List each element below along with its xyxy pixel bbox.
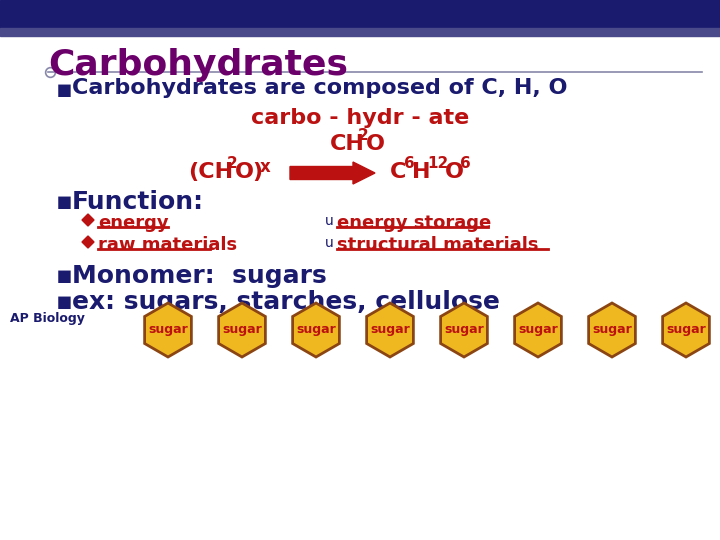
- Text: x: x: [260, 158, 271, 176]
- Text: u: u: [325, 236, 334, 250]
- FancyArrow shape: [290, 162, 375, 184]
- Polygon shape: [82, 236, 94, 248]
- Text: CH: CH: [330, 134, 365, 154]
- Text: 2: 2: [358, 128, 369, 143]
- Bar: [0, 0, 720, 30]
- Text: ex: sugars, starches, cellulose: ex: sugars, starches, cellulose: [72, 290, 500, 314]
- Text: 6: 6: [460, 156, 471, 171]
- Text: Carbohydrates: Carbohydrates: [48, 48, 348, 82]
- Polygon shape: [441, 303, 487, 357]
- Text: sugar: sugar: [148, 323, 188, 336]
- Text: ▪: ▪: [56, 264, 73, 288]
- Text: sugar: sugar: [444, 323, 484, 336]
- Text: Monomer:  sugars: Monomer: sugars: [72, 264, 327, 288]
- Text: sugar: sugar: [222, 323, 262, 336]
- Text: Function:: Function:: [72, 190, 204, 214]
- Text: 2: 2: [227, 156, 238, 171]
- Text: 6: 6: [404, 156, 415, 171]
- Text: energy storage: energy storage: [337, 214, 491, 232]
- Text: carbo - hydr - ate: carbo - hydr - ate: [251, 108, 469, 128]
- Text: ▪: ▪: [56, 290, 73, 314]
- Text: Carbohydrates are composed of C, H, O: Carbohydrates are composed of C, H, O: [72, 78, 567, 98]
- Text: sugar: sugar: [518, 323, 558, 336]
- Text: structural materials: structural materials: [337, 236, 539, 254]
- Text: C: C: [390, 162, 406, 182]
- Text: AP Biology: AP Biology: [10, 312, 85, 325]
- Text: u: u: [325, 214, 334, 228]
- Text: sugar: sugar: [370, 323, 410, 336]
- Bar: [0, 28, 720, 36]
- Text: (CH: (CH: [188, 162, 233, 182]
- Polygon shape: [515, 303, 562, 357]
- Text: sugar: sugar: [296, 323, 336, 336]
- Polygon shape: [589, 303, 635, 357]
- Text: H: H: [412, 162, 431, 182]
- Text: O: O: [445, 162, 464, 182]
- Text: ▪: ▪: [56, 78, 73, 102]
- Polygon shape: [292, 303, 339, 357]
- Text: O: O: [366, 134, 385, 154]
- Text: sugar: sugar: [666, 323, 706, 336]
- Text: ▪: ▪: [56, 190, 73, 214]
- Text: 12: 12: [427, 156, 449, 171]
- Text: O): O): [235, 162, 264, 182]
- Polygon shape: [366, 303, 413, 357]
- Polygon shape: [219, 303, 266, 357]
- Text: raw materials: raw materials: [98, 236, 237, 254]
- Polygon shape: [145, 303, 192, 357]
- Polygon shape: [82, 214, 94, 226]
- Text: energy: energy: [98, 214, 168, 232]
- Text: sugar: sugar: [592, 323, 632, 336]
- Polygon shape: [662, 303, 709, 357]
